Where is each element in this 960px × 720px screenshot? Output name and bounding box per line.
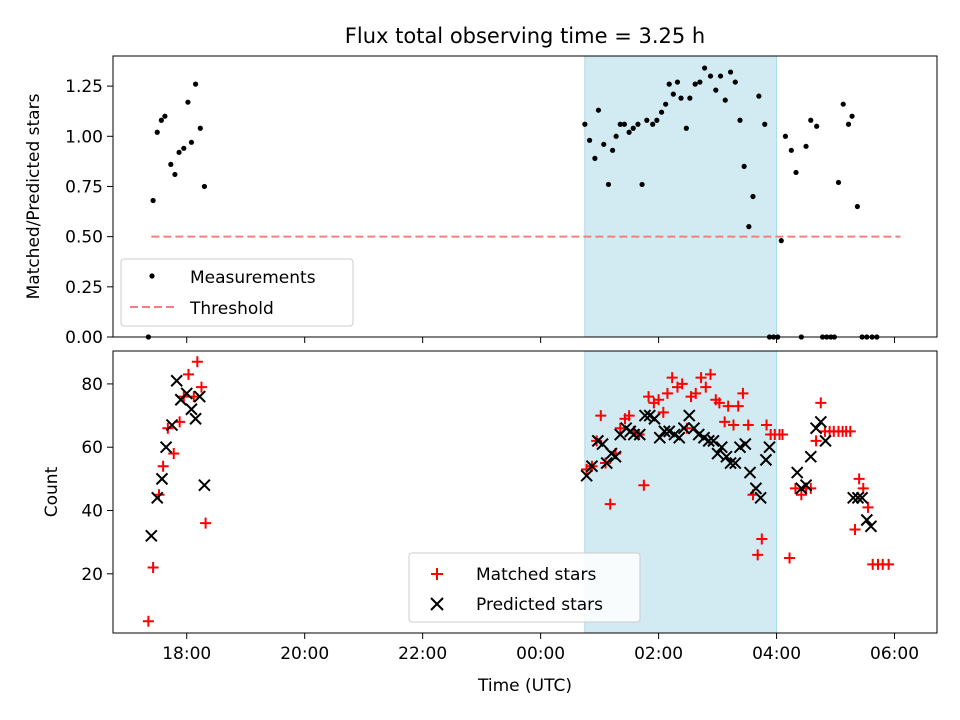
measurement-point xyxy=(592,156,597,161)
measurement-point xyxy=(667,82,672,87)
measurement-point xyxy=(779,238,784,243)
top-y-tick-label: 0.75 xyxy=(65,177,103,197)
measurement-point xyxy=(814,124,819,129)
measurement-point xyxy=(155,130,160,135)
top-y-tick-label: 0.00 xyxy=(65,328,103,348)
measurement-point xyxy=(836,180,841,185)
measurement-point xyxy=(659,110,664,115)
measurement-point xyxy=(582,122,587,127)
measurement-point xyxy=(855,204,860,209)
measurement-point xyxy=(793,170,798,175)
bottom-y-tick-label: 20 xyxy=(81,565,103,585)
measurement-point xyxy=(193,82,198,87)
measurement-point xyxy=(803,144,808,149)
x-tick-label: 18:00 xyxy=(162,644,211,664)
top-legend: Measurements Threshold xyxy=(121,259,353,326)
bottom-y-tick-label: 40 xyxy=(81,502,103,522)
measurement-point xyxy=(639,182,644,187)
measurement-point xyxy=(162,114,167,119)
measurement-point xyxy=(808,118,813,123)
measurement-point xyxy=(622,122,627,127)
measurement-point xyxy=(587,138,592,143)
measurement-point xyxy=(750,194,755,199)
bottom-legend: Matched stars Predicted stars xyxy=(409,553,640,622)
x-tick-label: 02:00 xyxy=(634,644,683,664)
measurement-point xyxy=(151,198,156,203)
top-y-axis-label: Matched/Predicted stars xyxy=(24,93,44,299)
legend-matched-label: Matched stars xyxy=(476,565,596,585)
measurement-point xyxy=(159,118,164,123)
x-tick-label: 00:00 xyxy=(516,644,565,664)
x-tick-label: 04:00 xyxy=(752,644,801,664)
measurement-point xyxy=(631,126,636,131)
measurement-point xyxy=(606,182,611,187)
measurement-point xyxy=(849,114,854,119)
measurement-point xyxy=(610,148,615,153)
measurement-point xyxy=(176,150,181,155)
legend-measurements-marker xyxy=(149,273,154,278)
legend-measurements-label: Measurements xyxy=(190,268,316,288)
measurement-point xyxy=(596,108,601,113)
measurement-point xyxy=(728,69,733,74)
measurement-point xyxy=(718,73,723,78)
measurement-point xyxy=(601,142,606,147)
measurement-point xyxy=(671,92,676,97)
measurement-point xyxy=(723,98,728,103)
top-y-tick-label: 0.50 xyxy=(65,228,103,248)
measurement-point xyxy=(687,96,692,101)
top-y-tick-label: 1.25 xyxy=(65,77,103,97)
measurement-point xyxy=(789,148,794,153)
measurement-point xyxy=(172,172,177,177)
x-axis-label: Time (UTC) xyxy=(477,676,572,696)
measurement-point xyxy=(737,118,742,123)
measurement-point xyxy=(708,73,713,78)
x-tick-label: 22:00 xyxy=(398,644,447,664)
measurement-point xyxy=(675,79,680,84)
top-y-tick-label: 0.25 xyxy=(65,278,103,298)
measurement-point xyxy=(841,102,846,107)
measurement-point xyxy=(756,94,761,99)
measurement-point xyxy=(684,126,689,131)
measurement-point xyxy=(783,134,788,139)
measurement-point xyxy=(644,118,649,123)
measurement-point xyxy=(663,102,668,107)
measurement-point xyxy=(627,130,632,135)
chart-title: Flux total observing time = 3.25 h xyxy=(345,24,705,48)
measurement-point xyxy=(693,82,698,87)
measurement-point xyxy=(742,164,747,169)
measurement-point xyxy=(654,118,659,123)
measurement-point xyxy=(713,88,718,93)
measurement-point xyxy=(678,96,683,101)
measurement-point xyxy=(697,79,702,84)
legend-threshold-label: Threshold xyxy=(189,299,274,319)
measurement-point xyxy=(189,140,194,145)
chart-figure: Flux total observing time = 3.25 h 0.00 0… xyxy=(0,0,960,720)
measurement-point xyxy=(202,184,207,189)
measurement-point xyxy=(198,126,203,131)
top-y-tick-label: 1.00 xyxy=(65,127,103,147)
measurement-point xyxy=(746,224,751,229)
bottom-y-axis-label: Count xyxy=(42,466,62,517)
measurement-point xyxy=(185,100,190,105)
bottom-y-tick-label: 60 xyxy=(81,438,103,458)
measurement-point xyxy=(635,122,640,127)
measurement-point xyxy=(702,65,707,70)
x-tick-label: 06:00 xyxy=(870,644,919,664)
measurement-point xyxy=(168,162,173,167)
x-tick-label: 20:00 xyxy=(280,644,329,664)
measurement-point xyxy=(181,146,186,151)
measurement-point xyxy=(614,134,619,139)
bottom-y-tick-label: 80 xyxy=(81,375,103,395)
measurement-point xyxy=(846,122,851,127)
legend-predicted-label: Predicted stars xyxy=(476,595,603,615)
measurement-point xyxy=(762,122,767,127)
measurement-point xyxy=(733,79,738,84)
measurement-point xyxy=(650,122,655,127)
